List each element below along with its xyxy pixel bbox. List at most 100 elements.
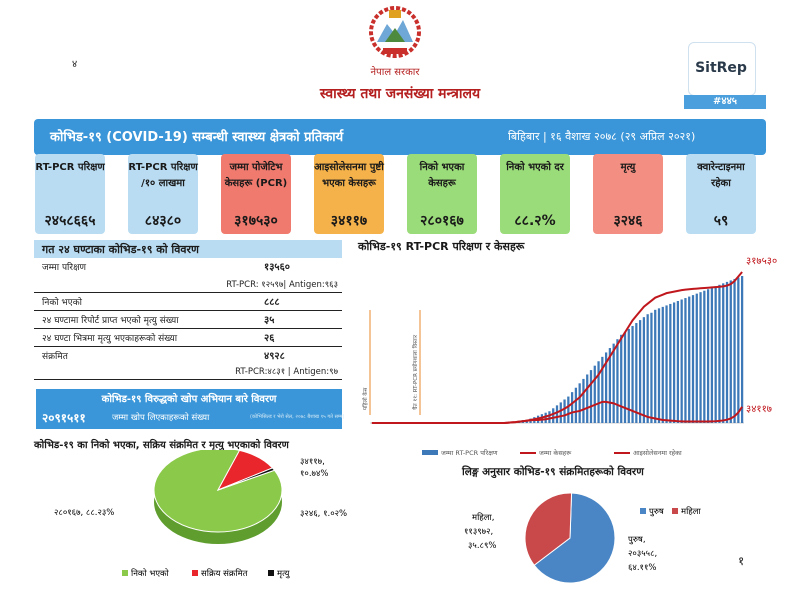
row-value: ४९२८ (264, 351, 285, 362)
legend-label: आइसोलेसनमा रहेका (633, 449, 682, 457)
test-bar (555, 405, 559, 423)
vaccine-label: जम्मा खोप लिएकाहरूको संख्या (112, 413, 210, 423)
legend-label: सक्रिय संक्रमित (201, 568, 248, 579)
legend-swatch (640, 508, 646, 514)
government-name: नेपाल सरकार (370, 67, 420, 78)
test-bar (729, 280, 732, 423)
test-bar (589, 370, 593, 423)
test-bar (646, 314, 649, 423)
test-bar (706, 289, 710, 423)
test-bar (665, 305, 668, 423)
table-row: संक्रमित ४९२८ RT-PCR:४८३१ | Antigen:९७ (34, 347, 342, 380)
test-bar (593, 365, 596, 423)
legend-swatch (192, 570, 198, 576)
test-bar (737, 277, 740, 423)
pie-data-label: ३५.८९% (468, 541, 496, 551)
test-bar (691, 295, 695, 423)
card-value: २८०१६७ (420, 213, 464, 229)
vaccine-title: कोभिड-१९ विरुद्धको खोप अभियान बारे विवरण (101, 394, 277, 405)
test-bar (570, 392, 574, 423)
row-label: निको भएको (42, 298, 82, 308)
pie-data-label: ३४११७, (300, 457, 325, 467)
card-recovered: निको भएका केसहरू २८०१६७ (407, 154, 477, 234)
report-title: कोभिड-१९ (COVID-19) सम्बन्धी स्वास्थ्य क… (50, 130, 344, 145)
test-bar (544, 412, 547, 423)
test-bar (601, 356, 604, 423)
pie-slice (533, 492, 616, 584)
vaccine-count: २०९१५११ (42, 411, 86, 425)
card-value: ८४३८० (144, 213, 182, 229)
trend-chart-title: कोभिड-१९ RT-PCR परिक्षण र केसहरू (358, 240, 525, 253)
pie-data-label: महिला, (472, 512, 494, 523)
card-total-positive: जम्मा पोजेटिभ केसहरू (PCR) ३१७५३० (221, 154, 291, 234)
test-bar (559, 402, 562, 423)
test-bar (574, 387, 578, 423)
legend-swatch (122, 570, 128, 576)
test-bar (616, 339, 619, 423)
card-value: ३१७५३० (234, 213, 278, 229)
row-value: ८८८ (264, 297, 280, 308)
gender-pie-chart: महिला, ११३९७२, ३५.८९% पुरुष, २०३५५८, ६४.११% पु… (464, 492, 702, 584)
card-rtpcr-tests: RT-PCR परिक्षण २४५८६६५ (35, 154, 105, 234)
test-bar (718, 284, 721, 423)
test-bar (552, 408, 555, 423)
pie-slice (217, 467, 276, 491)
outcome-pie-title: कोभिड-१९ का निको भएका, सक्रिय संक्रमित र… (34, 440, 289, 451)
row-label: संक्रमित (42, 352, 68, 362)
test-bar (563, 399, 566, 423)
row-label: २४ घण्टा भित्रमा मृत्यु भएकाहरूको संख्या (42, 334, 178, 344)
card-label: जम्मा पोजेटिभ केसहरू (PCR) (224, 162, 288, 189)
test-bar (657, 308, 661, 423)
test-bar (695, 293, 698, 423)
gender-pie-title: लिङ्ग अनुसार कोभिड-१९ संक्रमितहरूको विवर… (462, 466, 644, 478)
annotation-label: पहिलो केस (362, 387, 369, 410)
card-deaths: मृत्यु ३२४६ (593, 154, 663, 234)
test-bar (608, 348, 612, 423)
legend-label: मृत्यु (277, 569, 291, 579)
legend-swatch (672, 508, 678, 514)
test-bar (635, 323, 638, 423)
card-value: ३२४६ (613, 213, 643, 229)
card-isolation: आइसोलेसनमा पुष्टी भएका केसहरू ३४११७ (314, 154, 384, 234)
test-bar (740, 276, 744, 423)
pie-data-label: १०.७४% (300, 469, 328, 479)
card-value: ३४११७ (330, 213, 368, 229)
row-value: २६ (264, 333, 275, 344)
end-value-label: ३४११७ (746, 404, 772, 415)
card-tests-per-million: RT-PCR परिक्षण /१० लाखमा ८४३८० (128, 154, 198, 234)
card-label: RT-PCR परिक्षण (35, 162, 105, 173)
legend-label: निको भएको (131, 568, 170, 579)
trend-chart: पहिलो केस चैत ११: RT-PCR प्रयोगशाला विस्त… (362, 256, 777, 457)
table-row: निको भएको ८८८ (34, 293, 342, 311)
test-bar (733, 278, 736, 423)
page-mark: ४ (72, 59, 78, 70)
card-label: निको भएका केसहरू (419, 162, 465, 189)
card-label: RT-PCR परिक्षण /१० लाखमा (128, 162, 198, 189)
test-bar (699, 292, 702, 423)
pie-data-label: ३२४६, १.०२% (300, 509, 347, 519)
test-bar (623, 331, 627, 423)
card-value: २४५८६६५ (44, 213, 96, 229)
row-subtext: RT-PCR: १२५९७| Antigen:९६३ (226, 280, 338, 290)
test-bar (684, 298, 687, 423)
sitrep-number: #४४५ (684, 95, 766, 109)
pie-data-label: ११३९७२, (464, 527, 493, 537)
card-label: निको भएको दर (506, 162, 564, 173)
test-bar (661, 306, 664, 423)
test-bar (567, 396, 570, 423)
legend-label: पुरुष (649, 507, 665, 517)
legend-label: जम्मा RT-PCR परिक्षण (441, 449, 498, 457)
card-label: मृत्यु (620, 162, 636, 173)
pie-data-label: ६४.११% (628, 563, 656, 573)
sitrep-badge (688, 42, 756, 96)
table-row: २४ घण्टा भित्रमा मृत्यु भएकाहरूको संख्या… (34, 329, 342, 347)
card-value: ५९ (713, 213, 729, 229)
vaccine-box (36, 389, 342, 429)
card-value: ८८.२% (514, 213, 556, 229)
test-bar (642, 317, 646, 423)
table-row: २४ घण्टामा रिपोर्ट प्राप्त भएको मृत्यु स… (34, 311, 342, 329)
row-label: २४ घण्टामा रिपोर्ट प्राप्त भएको मृत्यु स… (42, 316, 179, 326)
card-label: क्वारेन्टाइनमा रहेका (697, 162, 745, 189)
table-row: जम्मा परिक्षण १३५६० RT-PCR: १२५९७| Antig… (34, 258, 342, 293)
test-bar (725, 281, 729, 423)
